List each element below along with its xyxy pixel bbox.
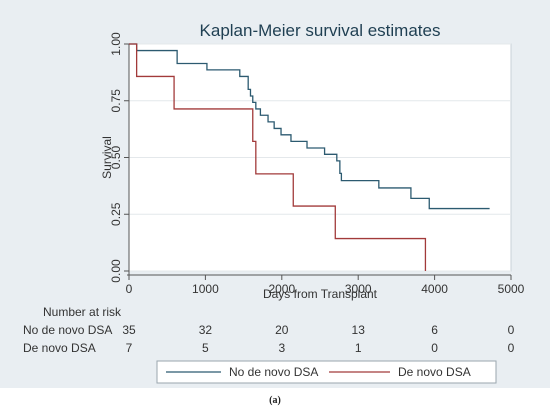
- risk-table-value-0-1: 32: [199, 323, 213, 337]
- risk-table-value-0-5: 0: [508, 323, 515, 337]
- risk-table-value-0-3: 13: [352, 323, 366, 337]
- x-tick-label-2: 2000: [268, 282, 295, 296]
- y-tick-label-0: 0.00: [109, 259, 123, 283]
- x-tick-label-4: 4000: [421, 282, 448, 296]
- y-tick-label-4: 1.00: [109, 32, 123, 56]
- risk-table-value-1-3: 1: [355, 341, 362, 355]
- legend-box: [156, 360, 497, 384]
- risk-table-header: Number at risk: [43, 305, 122, 319]
- risk-table-value-1-0: 7: [126, 341, 133, 355]
- risk-table-value-0-4: 6: [431, 323, 438, 337]
- risk-table-value-0-2: 20: [275, 323, 289, 337]
- risk-table-value-1-1: 5: [202, 341, 209, 355]
- x-tick-label-0: 0: [126, 282, 133, 296]
- risk-table-value-1-4: 0: [431, 341, 438, 355]
- series-line-0: [129, 43, 490, 210]
- y-tick-label-2: 0.50: [109, 145, 123, 169]
- x-axis-label: Days from Transplant: [263, 287, 378, 301]
- risk-table-row-label-1: De novo DSA: [23, 341, 96, 355]
- x-tick-label-3: 3000: [345, 282, 372, 296]
- y-tick-label-1: 0.25: [109, 202, 123, 226]
- legend-label-0: No de novo DSA: [229, 365, 318, 379]
- figure-caption: (a): [269, 395, 281, 406]
- chart-title: Kaplan-Meier survival estimates: [200, 21, 441, 40]
- risk-table-row-label-0: No de novo DSA: [23, 323, 112, 337]
- risk-table-value-1-5: 0: [508, 341, 515, 355]
- x-tick-label-1: 1000: [192, 282, 219, 296]
- y-tick-label-3: 0.75: [109, 89, 123, 113]
- x-tick-label-5: 5000: [498, 282, 525, 296]
- risk-table-value-0-0: 35: [122, 323, 136, 337]
- risk-table-value-1-2: 3: [278, 341, 285, 355]
- y-axis-label: Survival: [100, 136, 114, 179]
- legend-label-1: De novo DSA: [398, 365, 471, 379]
- series-line-1: [129, 43, 427, 271]
